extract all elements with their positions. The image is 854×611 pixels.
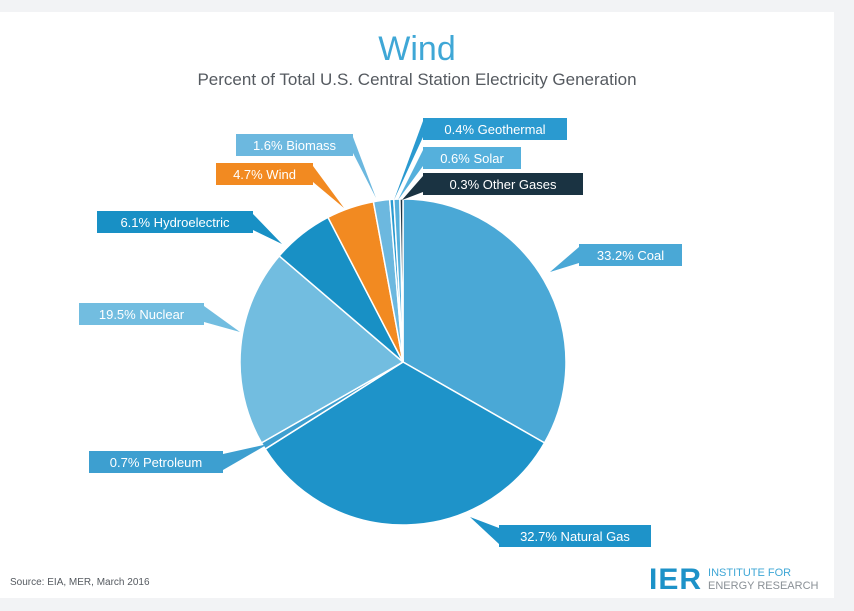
label-box xyxy=(423,147,521,169)
label-box xyxy=(423,118,567,140)
label-box xyxy=(216,163,313,185)
label-box xyxy=(499,525,651,547)
slice-label: 0.4% Geothermal xyxy=(394,118,567,200)
slice-label: 0.7% Petroleum xyxy=(89,444,268,473)
logo-line-1: INSTITUTE FOR xyxy=(708,567,792,579)
label-text: 6.1% Hydroelectric xyxy=(120,215,230,230)
label-text: 0.6% Solar xyxy=(440,151,504,166)
label-box xyxy=(236,134,353,156)
label-box xyxy=(579,244,682,266)
label-pointer xyxy=(550,247,579,272)
slice-label: 4.7% Wind xyxy=(216,163,344,208)
label-pointer xyxy=(353,137,376,198)
label-pointer xyxy=(398,150,423,200)
label-text: 33.2% Coal xyxy=(597,248,664,263)
pie-slice xyxy=(239,254,405,444)
chart-subtitle: Percent of Total U.S. Central Station El… xyxy=(197,70,637,89)
pie-slice xyxy=(402,198,567,444)
chart-card: Wind Percent of Total U.S. Central Stati… xyxy=(0,12,834,598)
label-text: 0.3% Other Gases xyxy=(450,177,557,192)
pie-chart: 33.2% Coal 32.7% Natural Gas 0.7% Petroleu… xyxy=(79,118,682,547)
label-pointer xyxy=(394,121,423,200)
slice-label: 0.3% Other Gases xyxy=(402,173,583,200)
label-text: 0.4% Geothermal xyxy=(444,122,545,137)
ier-logo: IER INSTITUTE FOR ENERGY RESEARCH xyxy=(649,565,818,595)
pie-slice xyxy=(264,361,546,526)
slice-label: 19.5% Nuclear xyxy=(79,303,240,332)
chart-title: Wind xyxy=(378,30,456,68)
logo-mark: IER xyxy=(649,563,703,596)
label-text: 1.6% Biomass xyxy=(253,138,337,153)
slice-label: 32.7% Natural Gas xyxy=(470,517,651,547)
label-text: 19.5% Nuclear xyxy=(99,307,185,322)
label-text: 0.7% Petroleum xyxy=(110,455,203,470)
label-pointer xyxy=(204,306,240,332)
label-pointer xyxy=(402,176,423,200)
slice-label: 6.1% Hydroelectric xyxy=(97,211,282,244)
label-text: 4.7% Wind xyxy=(233,167,296,182)
slice-label: 33.2% Coal xyxy=(550,244,682,272)
label-pointer xyxy=(223,444,268,470)
slice-label: 0.6% Solar xyxy=(398,147,521,200)
label-box xyxy=(79,303,204,325)
slice-label: 1.6% Biomass xyxy=(236,134,376,198)
label-box xyxy=(97,211,253,233)
logo-line-2: ENERGY RESEARCH xyxy=(708,580,819,592)
label-box xyxy=(423,173,583,195)
source-note: Source: EIA, MER, March 2016 xyxy=(10,577,150,588)
label-box xyxy=(89,451,223,473)
label-text: 32.7% Natural Gas xyxy=(520,529,630,544)
label-pointer xyxy=(470,517,499,544)
logo-text: INSTITUTE FOR ENERGY RESEARCH xyxy=(708,567,818,593)
label-pointer xyxy=(313,166,344,208)
label-pointer xyxy=(253,214,282,244)
